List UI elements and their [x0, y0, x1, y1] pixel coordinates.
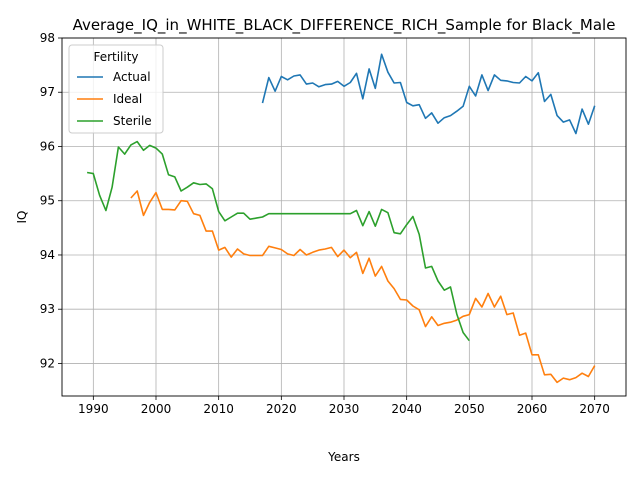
legend-label-ideal: Ideal	[113, 92, 142, 106]
x-tick-label: 2060	[517, 402, 548, 416]
y-tick-label: 96	[40, 139, 55, 153]
chart-title: Average_IQ_in_WHITE_BLACK_DIFFERENCE_RIC…	[73, 16, 616, 35]
legend: Fertility Actual Ideal Sterile	[68, 44, 164, 134]
x-tick-label: 2030	[329, 402, 360, 416]
y-axis-label: IQ	[15, 211, 29, 224]
x-tick-label: 1990	[78, 402, 109, 416]
y-tick-label: 92	[40, 356, 55, 370]
x-tick-label: 2040	[391, 402, 422, 416]
x-axis-label: Years	[327, 450, 360, 464]
series-line-actual	[261, 53, 596, 135]
series-layer	[86, 53, 596, 384]
x-tick-label: 2070	[579, 402, 610, 416]
x-tick-label: 2020	[266, 402, 297, 416]
series-line-ideal	[130, 190, 596, 384]
legend-title: Fertility	[93, 50, 138, 64]
legend-box	[68, 44, 164, 134]
y-tick-label: 93	[40, 302, 55, 316]
y-tick-label: 97	[40, 85, 55, 99]
x-tick-label: 2000	[141, 402, 172, 416]
y-axis: 92 93 94 95 96 97 98	[40, 31, 62, 370]
series-line-sterile	[86, 140, 470, 342]
x-tick-label: 2050	[454, 402, 485, 416]
y-tick-label: 94	[40, 248, 55, 262]
x-tick-label: 2010	[203, 402, 234, 416]
x-axis: 1990 2000 2010 2020 2030 2040 2050 2060 2070	[78, 396, 610, 416]
legend-label-actual: Actual	[113, 70, 151, 84]
legend-label-sterile: Sterile	[113, 114, 152, 128]
y-tick-label: 95	[40, 194, 55, 208]
y-tick-label: 98	[40, 31, 55, 45]
